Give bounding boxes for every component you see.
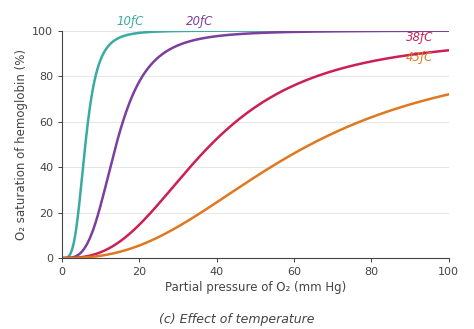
Text: 10ƒC: 10ƒC <box>116 15 144 28</box>
X-axis label: Partial pressure of O₂ (mm Hg): Partial pressure of O₂ (mm Hg) <box>165 281 346 294</box>
Text: 43ƒC: 43ƒC <box>406 51 433 64</box>
Text: 20ƒC: 20ƒC <box>186 15 213 28</box>
Text: (c) Effect of temperature: (c) Effect of temperature <box>159 313 315 326</box>
Text: 38ƒC: 38ƒC <box>406 31 433 44</box>
Y-axis label: O₂ saturation of hemoglobin (%): O₂ saturation of hemoglobin (%) <box>15 49 28 240</box>
